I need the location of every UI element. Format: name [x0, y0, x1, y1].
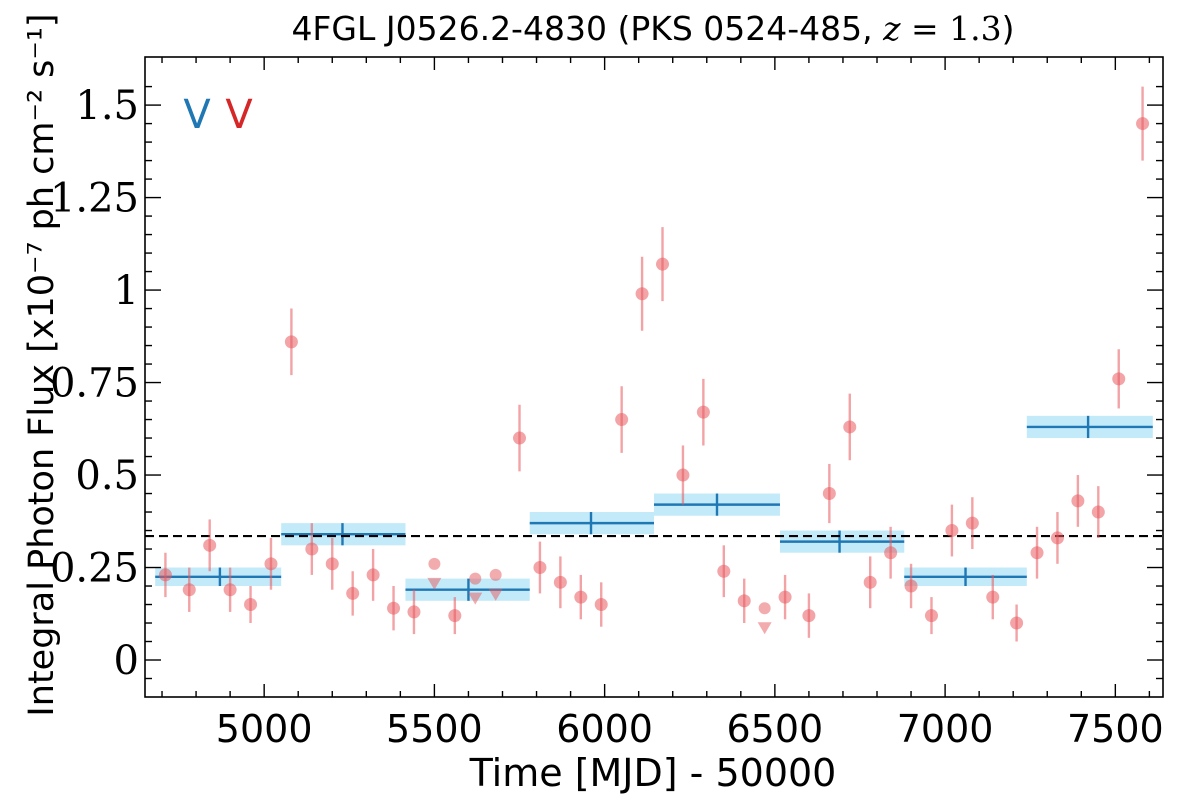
data-point — [325, 557, 339, 571]
data-point — [615, 413, 629, 427]
data-point — [1030, 546, 1044, 560]
chart-title: 4FGL J0526.2-4830 (PKS 0524-485, z = 1.3… — [291, 9, 1014, 48]
x-tick-label: 6500 — [727, 707, 824, 751]
y-tick-label: 0.25 — [50, 546, 139, 592]
x-tick-label: 5500 — [386, 707, 483, 751]
data-point — [1136, 117, 1150, 131]
plot-frame — [144, 56, 1164, 698]
y-tick-label: 1.25 — [50, 176, 139, 222]
x-tick-label: 7500 — [1067, 707, 1164, 751]
data-point — [1112, 372, 1126, 386]
detections-layer — [158, 86, 1150, 642]
y-tick-label: 1 — [114, 268, 139, 314]
upper-limit-arrow — [427, 577, 442, 590]
data-point — [737, 594, 751, 608]
upper-limit-arrow — [468, 592, 483, 605]
data-point — [305, 542, 319, 556]
upper-limit-arrow — [488, 588, 503, 601]
data-point — [513, 431, 527, 445]
binned-flux-layer — [155, 415, 1153, 601]
data-point — [884, 546, 898, 560]
title-z-value: = 1.3 — [901, 9, 1002, 48]
data-point — [203, 538, 217, 552]
x-tick-label: 6000 — [556, 707, 653, 751]
y-tick-label: 0.5 — [75, 453, 139, 499]
data-point — [407, 605, 421, 619]
x-ticks: 5000 5500 6000 6500 7000 7500 — [161, 57, 1164, 751]
upper-limit-point — [428, 557, 441, 570]
data-point — [553, 575, 567, 589]
data-point — [594, 598, 608, 612]
data-point — [1050, 531, 1064, 545]
data-point — [717, 564, 731, 578]
data-point — [1091, 505, 1105, 519]
upper-limits-layer — [427, 557, 772, 635]
upper-limit-arrow — [757, 622, 772, 635]
y-axis-label: Integral Photon Flux [x10⁻⁷ ph cm⁻² s⁻¹] — [22, 13, 62, 716]
data-point — [182, 583, 196, 597]
data-point — [284, 335, 298, 349]
data-point — [986, 590, 1000, 604]
data-point — [863, 575, 877, 589]
title-prefix: 4FGL J0526.2-4830 (PKS 0524-485, — [291, 9, 883, 48]
upper-limit-point — [758, 602, 771, 615]
title-z-var: z — [882, 9, 901, 48]
data-point — [778, 590, 792, 604]
axes-frame — [144, 56, 1164, 698]
data-point — [924, 609, 938, 623]
y-tick-label: 0.75 — [50, 361, 139, 407]
data-point — [1010, 616, 1024, 630]
data-point — [965, 516, 979, 530]
data-point — [656, 257, 670, 271]
data-point — [676, 468, 690, 482]
y-tick-label: 0 — [114, 638, 139, 684]
data-point — [346, 586, 360, 600]
upper-limit-point — [469, 572, 482, 585]
data-point — [843, 420, 857, 434]
data-point — [244, 598, 258, 612]
title-suffix: ) — [1002, 9, 1015, 48]
data-point — [802, 609, 816, 623]
data-point — [904, 579, 918, 593]
data-point — [822, 487, 836, 501]
annotation-v: V — [225, 92, 253, 138]
data-point — [574, 590, 588, 604]
data-point — [635, 287, 649, 301]
data-point — [696, 405, 710, 419]
data-point — [448, 609, 462, 623]
upper-limit-point — [489, 568, 502, 581]
data-point — [533, 561, 547, 575]
y-tick-label: 1.5 — [75, 83, 139, 129]
data-point — [1071, 494, 1085, 508]
y-ticks: 0 0.25 0.5 0.75 1 1.25 1.5 — [50, 83, 1163, 684]
data-point — [223, 583, 237, 597]
data-point — [366, 568, 380, 582]
data-point — [945, 524, 959, 538]
data-point — [158, 568, 172, 582]
data-point — [387, 601, 401, 615]
annotation-v: V — [183, 92, 211, 138]
x-axis-label: Time [MJD] - 50000 — [469, 751, 837, 795]
x-tick-label: 7000 — [897, 707, 994, 751]
data-point — [264, 557, 278, 571]
x-tick-label: 5000 — [216, 707, 313, 751]
